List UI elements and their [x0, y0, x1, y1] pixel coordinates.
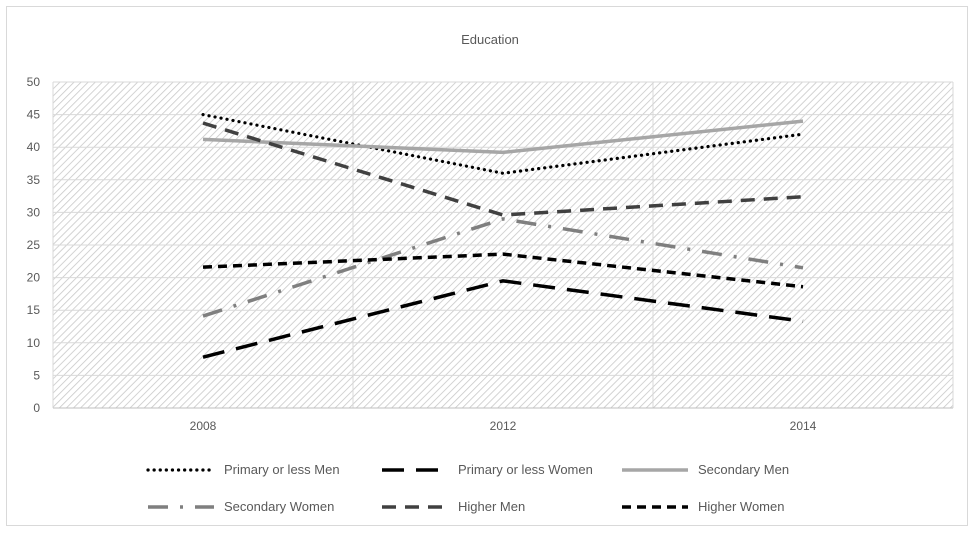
y-tick-label: 50: [27, 75, 41, 89]
y-tick-label: 40: [27, 140, 41, 154]
legend-item: Higher Women: [622, 499, 784, 514]
legend-label: Primary or less Men: [224, 462, 340, 477]
legend-item: Secondary Women: [148, 499, 334, 514]
x-tick-label: 2008: [190, 419, 217, 433]
legend: Primary or less Men Primary or less Women…: [146, 462, 789, 514]
y-tick-label: 30: [27, 205, 41, 219]
chart-frame: [6, 6, 968, 526]
legend-item: Primary or less Women: [382, 462, 593, 477]
y-tick-label: 5: [33, 368, 40, 382]
legend-label: Secondary Men: [698, 462, 789, 477]
y-tick-label: 20: [27, 271, 41, 285]
y-axis: 0 5 10 15 20 25 30 35 40 45 50: [27, 75, 41, 415]
legend-label: Higher Women: [698, 499, 784, 514]
y-tick-label: 35: [27, 173, 41, 187]
series-lines: [201, 112, 805, 359]
x-axis: 2008 2012 2014: [53, 407, 953, 433]
y-tick-label: 0: [33, 401, 40, 415]
legend-label: Secondary Women: [224, 499, 334, 514]
chart-title: Education: [461, 32, 519, 47]
legend-label: Primary or less Women: [458, 462, 593, 477]
legend-item: Primary or less Men: [146, 462, 340, 477]
y-tick-label: 10: [27, 336, 41, 350]
legend-label: Higher Men: [458, 499, 525, 514]
legend-item: Secondary Men: [622, 462, 789, 477]
series-line-5: [202, 121, 804, 217]
legend-item: Higher Men: [382, 499, 525, 514]
y-tick-label: 45: [27, 108, 41, 122]
y-tick-label: 15: [27, 303, 41, 317]
x-tick-label: 2012: [490, 419, 517, 433]
x-tick-label: 2014: [790, 419, 817, 433]
y-tick-label: 25: [27, 238, 41, 252]
